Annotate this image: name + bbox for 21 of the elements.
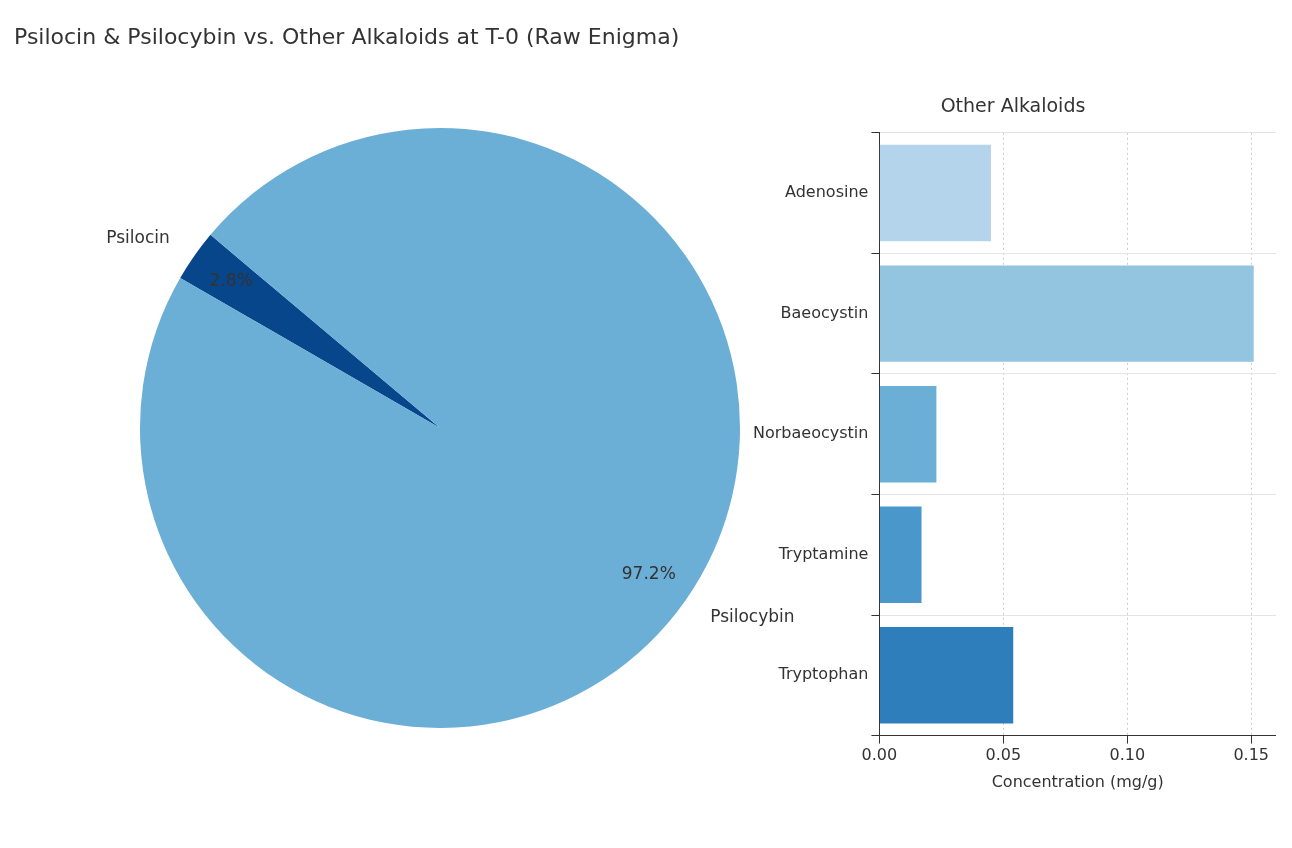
y-tick-label: Tryptophan (777, 664, 869, 684)
slice-label: Psilocin (106, 226, 170, 247)
y-tick-label: Norbaeocystin (753, 423, 869, 443)
x-axis-title: Concentration (mg/g) (991, 771, 1164, 791)
data-label: 2.8% (209, 270, 253, 291)
y-tick-label: Baeocystin (780, 302, 869, 322)
bar (879, 506, 922, 603)
x-tick-label: 0.00 (861, 745, 898, 765)
bar (879, 265, 1254, 362)
slice-label: Psilocybin (710, 605, 795, 626)
x-tick-label: 0.10 (1109, 745, 1146, 765)
data-label: 97.2% (621, 562, 676, 583)
x-tick-label: 0.05 (985, 745, 1022, 765)
y-tick-label: Tryptamine (777, 543, 869, 563)
bar (879, 144, 991, 242)
bar (879, 627, 1014, 724)
y-tick-label: Adenosine (785, 182, 869, 202)
chart-title: Psilocin & Psilocybin vs. Other Alkaloids at T-0 (Raw Enigma) (14, 24, 680, 49)
bar (879, 385, 937, 483)
chart-title: Other Alkaloids (940, 94, 1086, 117)
x-tick-label: 0.15 (1233, 745, 1270, 765)
